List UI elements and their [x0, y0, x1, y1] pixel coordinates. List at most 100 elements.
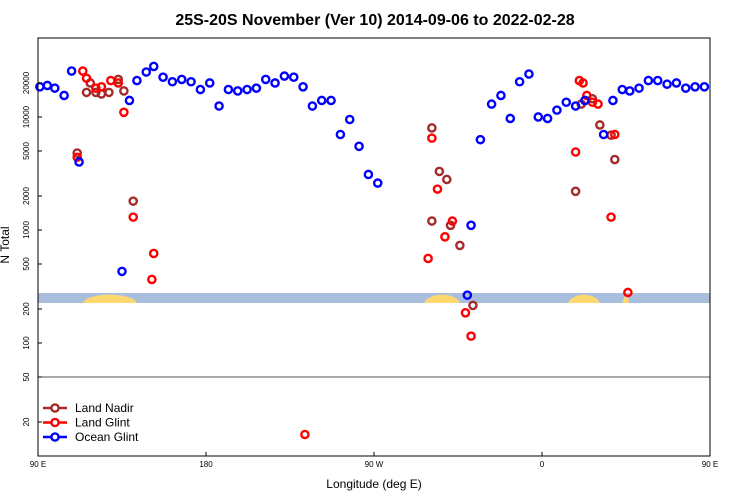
data-point — [354, 141, 364, 152]
data-point — [462, 290, 473, 300]
y-axis-ticks: 20 50 100 200 500 1000 2000 5000 10000 20000 — [22, 71, 42, 426]
data-point — [300, 429, 310, 440]
land-patch — [622, 294, 630, 304]
y-tick-label: 1000 — [22, 221, 31, 239]
legend-marker — [50, 417, 60, 428]
data-point — [634, 83, 644, 93]
data-point — [427, 133, 437, 143]
data-point — [124, 95, 135, 106]
x-axis-label: Longitude (deg E) — [326, 477, 421, 491]
data-point — [606, 212, 616, 222]
data-point — [66, 66, 77, 76]
data-point — [298, 81, 308, 92]
data-point — [335, 129, 346, 140]
data-point — [652, 75, 663, 86]
data-point — [533, 112, 544, 122]
data-point — [119, 107, 129, 118]
data-point — [195, 84, 206, 95]
chart-title: 25S-20S November (Ver 10) 2014-09-06 to … — [175, 12, 574, 29]
data-point — [624, 86, 635, 96]
data-point — [699, 81, 710, 92]
data-point — [427, 123, 437, 133]
x-tick-label: 0 — [540, 460, 545, 469]
data-point — [270, 78, 280, 88]
data-point — [432, 184, 443, 194]
data-point — [570, 101, 581, 111]
data-point — [643, 75, 654, 86]
land-patch — [568, 294, 600, 304]
y-tick-label: 5000 — [22, 142, 31, 160]
data-point — [204, 78, 215, 88]
data-point — [610, 129, 620, 140]
data-point — [608, 95, 618, 106]
land-ocean-strip — [38, 293, 710, 304]
data-point — [288, 72, 299, 82]
data-point — [598, 129, 609, 140]
data-point — [505, 113, 516, 124]
data-point — [50, 83, 60, 93]
data-point — [176, 74, 187, 85]
data-point — [132, 75, 142, 86]
data-point — [486, 99, 497, 109]
data-point — [128, 196, 138, 206]
x-tick-label: 90 W — [365, 460, 384, 469]
data-points — [35, 61, 710, 440]
data-point — [593, 99, 603, 109]
data-point — [466, 331, 476, 341]
data-point — [167, 76, 178, 87]
y-tick-label: 20 — [22, 417, 31, 426]
data-point — [441, 174, 452, 185]
data-point — [434, 166, 445, 177]
data-point — [344, 114, 355, 125]
data-point — [59, 90, 69, 101]
data-point — [570, 186, 581, 197]
y-tick-label: 50 — [22, 372, 31, 381]
legend-marker — [50, 432, 60, 442]
data-point — [524, 69, 534, 79]
data-point — [662, 79, 672, 90]
y-tick-label: 20000 — [22, 71, 31, 94]
legend-label: Ocean Glint — [75, 430, 139, 444]
legend-marker — [50, 403, 60, 413]
data-point — [552, 105, 562, 115]
data-point — [148, 248, 159, 259]
data-point — [81, 87, 92, 98]
legend-label: Land Glint — [75, 416, 130, 430]
data-point — [72, 148, 82, 158]
land-patch — [424, 294, 460, 304]
data-point — [106, 75, 116, 86]
data-point — [610, 154, 620, 165]
data-point — [186, 76, 196, 87]
data-point — [427, 216, 437, 226]
data-point — [372, 178, 383, 188]
x-axis-ticks: 90 E 180 90 W 0 90 E — [30, 452, 718, 469]
data-point — [617, 84, 628, 95]
data-point — [279, 71, 290, 81]
data-point — [128, 212, 138, 222]
data-point — [542, 113, 553, 124]
data-point — [158, 72, 168, 82]
data-point — [148, 61, 159, 72]
data-point — [223, 84, 234, 95]
data-point — [447, 216, 458, 226]
data-point — [260, 74, 271, 85]
data-point — [307, 101, 318, 111]
data-point — [570, 147, 581, 157]
y-tick-label: 500 — [22, 257, 31, 271]
data-point — [78, 66, 88, 76]
x-tick-label: 90 E — [702, 460, 718, 469]
data-point — [690, 81, 700, 92]
data-point — [623, 287, 633, 298]
data-point — [496, 90, 506, 101]
y-tick-label: 2000 — [22, 187, 31, 205]
data-point — [466, 220, 476, 231]
data-point — [232, 86, 243, 96]
data-point — [113, 78, 124, 88]
legend-label: Land Nadir — [75, 401, 134, 415]
data-point — [455, 240, 465, 251]
data-point — [580, 95, 590, 106]
data-point — [561, 97, 572, 108]
data-point — [117, 266, 127, 277]
data-point — [141, 67, 152, 77]
